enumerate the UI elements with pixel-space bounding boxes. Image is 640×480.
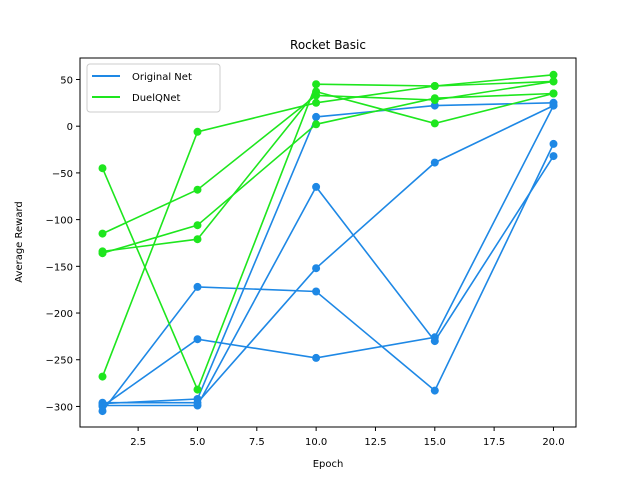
- data-point-duelqnet-run-3-epoch-5: [193, 185, 202, 194]
- data-point-original-net-run-5-epoch-10: [312, 264, 321, 273]
- x-tick-label: 20.0: [542, 437, 564, 448]
- x-tick-label: 17.5: [483, 437, 505, 448]
- x-tick-label: 10.0: [305, 437, 327, 448]
- data-point-original-net-run-1-epoch-10: [312, 112, 321, 121]
- chart-title: Rocket Basic: [290, 38, 366, 52]
- data-point-duelqnet-run-3-epoch-1: [98, 229, 107, 238]
- data-point-duelqnet-run-1-epoch-5: [193, 127, 202, 136]
- x-tick-label: 5.0: [190, 437, 206, 448]
- y-tick-label: −100: [46, 216, 73, 227]
- data-point-duelqnet-run-2-epoch-10: [312, 80, 321, 89]
- x-tick-label: 12.5: [364, 437, 386, 448]
- data-point-original-net-run-2-epoch-5: [193, 335, 202, 344]
- x-tick-label: 2.5: [130, 437, 146, 448]
- data-point-duelqnet-run-2-epoch-15: [430, 82, 439, 90]
- data-point-original-net-run-2-epoch-10: [312, 353, 321, 362]
- data-point-duelqnet-run-4-epoch-10: [312, 120, 321, 129]
- data-point-duelqnet-run-1-epoch-20: [549, 70, 558, 79]
- data-point-original-net-run-5-epoch-1: [98, 398, 107, 407]
- data-point-original-net-run-4-epoch-15: [430, 337, 439, 346]
- x-axis-label: Epoch: [313, 459, 344, 470]
- data-point-original-net-run-5-epoch-5: [193, 398, 202, 407]
- data-point-original-net-run-3-epoch-1: [98, 407, 107, 416]
- legend-label-original-net: Original Net: [132, 72, 192, 83]
- data-point-duelqnet-run-5-epoch-10: [312, 87, 321, 96]
- data-point-original-net-run-4-epoch-20: [549, 152, 558, 161]
- data-point-duelqnet-run-1-epoch-1: [98, 372, 107, 381]
- legend-label-duelqnet: DuelQNet: [132, 93, 180, 104]
- x-tick-label: 15.0: [424, 437, 446, 448]
- data-point-original-net-run-5-epoch-20: [549, 101, 558, 110]
- y-tick-label: 50: [60, 75, 73, 86]
- data-point-duelqnet-run-5-epoch-5: [193, 235, 202, 244]
- data-point-duelqnet-run-2-epoch-1: [98, 164, 107, 173]
- x-axis: 2.5 5.0 7.5 10.0 12.5 15.0 17.5 20.0: [130, 427, 565, 448]
- y-tick-label: −200: [46, 309, 73, 320]
- legend-box: [86, 63, 221, 113]
- data-point-duelqnet-run-2-epoch-5: [193, 385, 202, 394]
- y-axis-label: Average Reward: [14, 201, 25, 282]
- y-axis: −300 −250 −200 −150 −100 −50 0 50: [46, 75, 80, 413]
- data-point-duelqnet-run-5-epoch-15: [430, 119, 439, 128]
- data-point-original-net-run-1-epoch-15: [430, 101, 439, 110]
- data-point-original-net-run-3-epoch-10: [312, 287, 321, 296]
- data-point-duelqnet-run-4-epoch-5: [193, 221, 202, 230]
- data-point-duelqnet-run-5-epoch-20: [549, 89, 558, 98]
- data-point-original-net-run-3-epoch-5: [193, 282, 202, 291]
- data-point-duelqnet-run-5-epoch-1: [98, 247, 107, 256]
- data-point-duelqnet-run-1-epoch-10: [312, 98, 321, 107]
- y-tick-label: −150: [46, 262, 73, 273]
- data-point-original-net-run-5-epoch-15: [430, 158, 439, 167]
- plot-frame: [79, 57, 577, 428]
- y-tick-label: −250: [46, 356, 73, 367]
- plot-area: [98, 70, 558, 416]
- data-point-original-net-run-3-epoch-15: [430, 386, 439, 395]
- legend: Original Net DuelQNet: [86, 63, 221, 113]
- y-tick-label: 0: [67, 122, 73, 133]
- data-point-original-net-run-4-epoch-10: [312, 182, 321, 191]
- y-tick-label: −50: [52, 169, 73, 180]
- data-point-duelqnet-run-4-epoch-15: [430, 94, 439, 103]
- y-tick-label: −300: [46, 402, 73, 413]
- data-point-duelqnet-run-3-epoch-20: [549, 77, 558, 86]
- x-tick-label: 7.5: [249, 437, 265, 448]
- data-point-original-net-run-3-epoch-20: [549, 139, 558, 148]
